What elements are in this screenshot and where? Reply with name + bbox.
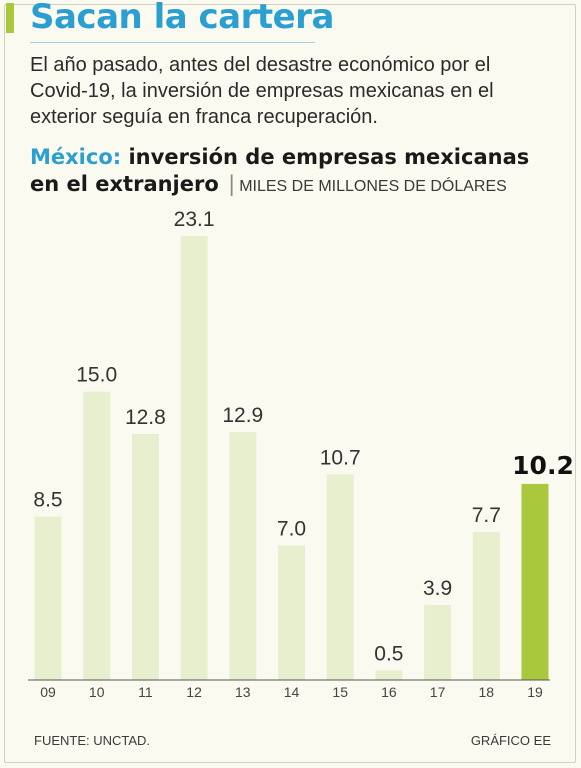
value-label-09: 8.5	[33, 489, 62, 512]
bar-15	[326, 474, 354, 680]
value-label-12: 23.1	[174, 208, 215, 231]
bar-18	[472, 532, 500, 680]
graphic-frame	[4, 4, 576, 763]
source-note: FUENTE: UNCTAD.	[34, 733, 151, 748]
page-subtitle: El año pasado, antes del desastre económ…	[30, 54, 494, 128]
value-label-18: 7.7	[472, 504, 501, 527]
bar-19	[521, 483, 549, 680]
graphic-credit: GRÁFICO EE	[470, 733, 551, 748]
value-label-13: 12.9	[222, 404, 263, 427]
x-tick-16: 16	[381, 684, 397, 700]
x-tick-19: 19	[527, 684, 543, 700]
x-tick-09: 09	[40, 684, 56, 700]
x-tick-15: 15	[332, 684, 348, 700]
x-tick-12: 12	[186, 684, 202, 700]
value-label-11: 12.8	[125, 406, 166, 429]
chart-title-text: inversión de empresas mexicanas en el ex…	[30, 145, 530, 196]
chart-title: México: inversión de empresas mexicanas …	[30, 144, 560, 200]
chart-unit-label: MILES DE MILLONES DE DÓLARES	[239, 178, 507, 195]
value-label-17: 3.9	[423, 577, 452, 600]
chart-title-separator: |	[228, 172, 236, 196]
value-label-19: 10.2	[512, 451, 574, 480]
value-label-10: 15.0	[76, 364, 117, 387]
x-tick-10: 10	[89, 684, 105, 700]
bar-16	[375, 670, 403, 680]
value-label-16: 0.5	[374, 642, 403, 665]
chart-title-country: México:	[30, 145, 122, 169]
x-tick-14: 14	[284, 684, 300, 700]
value-label-14: 7.0	[277, 518, 306, 541]
bar-17	[424, 605, 452, 680]
x-tick-17: 17	[430, 684, 446, 700]
bar-12	[180, 236, 208, 680]
title-divider	[30, 42, 315, 43]
x-tick-11: 11	[138, 684, 153, 700]
title-accent-bar	[6, 3, 14, 33]
bar-13	[229, 432, 257, 680]
x-tick-18: 18	[479, 684, 495, 700]
bar-09	[34, 516, 62, 680]
value-label-15: 10.7	[320, 446, 361, 469]
bar-10	[83, 391, 111, 680]
page-title: Sacan la cartera	[30, 0, 334, 37]
x-tick-13: 13	[235, 684, 251, 700]
bar-14	[278, 545, 305, 680]
bar-11	[131, 434, 159, 680]
